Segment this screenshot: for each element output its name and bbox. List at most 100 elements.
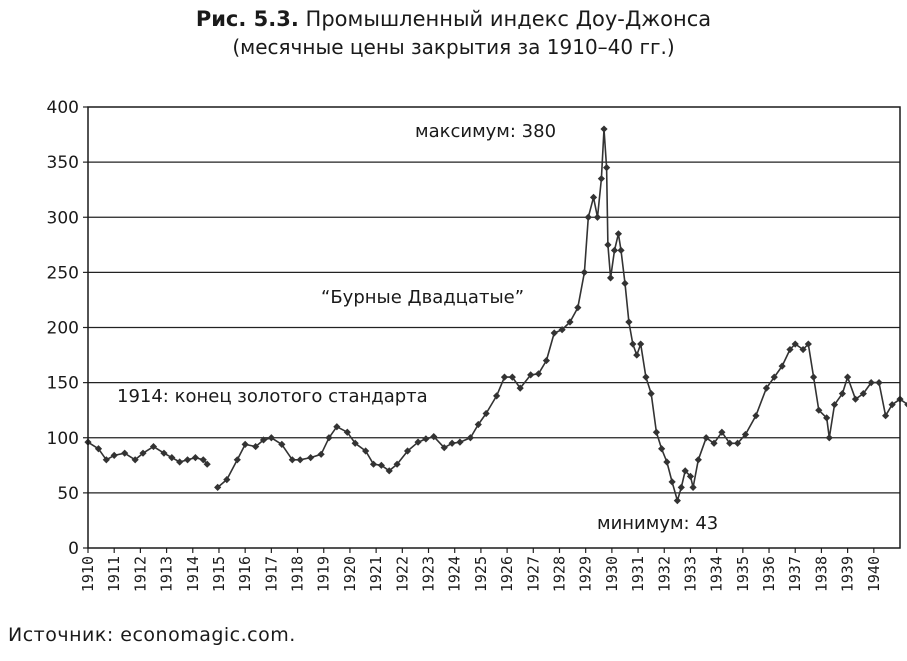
data-point-marker	[786, 345, 794, 354]
data-point-marker	[508, 373, 516, 381]
y-tick-label: 100	[47, 429, 79, 449]
data-point-marker	[652, 428, 660, 436]
x-tick-label: 1930	[603, 556, 621, 592]
data-point-marker	[422, 435, 430, 443]
data-point-marker	[663, 458, 671, 466]
series-line	[87, 128, 907, 502]
data-point-marker	[888, 401, 896, 409]
source-note: Источник: economagic.com.	[8, 624, 296, 646]
x-tick-label: 1928	[550, 556, 568, 592]
data-point-marker	[440, 444, 448, 452]
data-point-marker	[223, 476, 231, 484]
data-point-marker	[791, 340, 799, 348]
x-tick-label: 1910	[79, 556, 97, 592]
data-point-marker	[362, 447, 370, 455]
data-point-marker	[677, 483, 685, 491]
data-point-marker	[875, 379, 883, 387]
x-tick-label: 1935	[734, 556, 752, 592]
data-point-marker	[734, 439, 742, 447]
x-tick-label: 1912	[131, 556, 149, 592]
data-point-marker	[542, 356, 550, 365]
data-point-marker	[199, 456, 207, 464]
x-tick-label: 1929	[577, 556, 595, 592]
data-point-marker	[241, 440, 249, 448]
annotation-minimum: минимум: 43	[597, 513, 718, 534]
data-point-marker	[176, 458, 184, 466]
data-point-marker	[799, 345, 807, 354]
x-tick-label: 1917	[262, 556, 280, 592]
x-tick-label: 1938	[812, 556, 830, 592]
data-point-marker	[580, 268, 588, 276]
x-tick-label: 1919	[315, 556, 333, 592]
data-point-marker	[637, 340, 645, 348]
data-point-marker	[252, 442, 260, 451]
data-point-marker	[325, 434, 333, 442]
x-tick-label: 1922	[393, 556, 411, 592]
data-point-marker	[131, 456, 139, 464]
data-point-marker	[741, 430, 750, 439]
annotation-maximum: максимум: 380	[415, 121, 556, 142]
data-point-marker	[647, 390, 655, 398]
y-tick-label: 400	[47, 98, 79, 118]
x-tick-label: 1937	[786, 556, 804, 592]
data-point-marker	[214, 483, 222, 491]
data-point-marker	[558, 326, 566, 334]
data-point-marker	[702, 434, 710, 442]
x-tick-label: 1926	[498, 556, 516, 592]
x-tick-label: 1940	[865, 556, 883, 592]
y-axis-ticks: 0 50 100 150 200 250 300 350 400	[47, 98, 88, 559]
data-point-marker	[830, 401, 839, 409]
x-tick-label: 1933	[681, 556, 699, 592]
data-point-marker	[466, 434, 475, 442]
data-point-marker	[393, 460, 401, 468]
data-point-marker	[686, 472, 695, 480]
y-tick-label: 50	[57, 484, 79, 504]
data-point-marker	[809, 373, 818, 381]
x-tick-label: 1934	[708, 556, 726, 592]
data-point-marker	[726, 439, 734, 447]
data-point-marker	[625, 318, 633, 326]
data-point-marker	[867, 379, 875, 387]
data-point-marker	[718, 428, 726, 436]
data-point-marker	[673, 496, 681, 505]
data-point-marker	[689, 483, 697, 491]
data-point-marker	[110, 451, 118, 459]
data-point-marker	[584, 213, 592, 221]
data-point-marker	[762, 384, 771, 392]
data-point-marker	[516, 384, 524, 392]
data-point-marker	[589, 193, 598, 202]
x-tick-label: 1916	[236, 556, 254, 592]
y-tick-label: 350	[47, 153, 79, 173]
annotation-gold-standard: 1914: конец золотого стандарта	[117, 386, 428, 407]
data-point-marker	[614, 230, 623, 238]
data-point-marker	[183, 456, 192, 464]
y-tick-label: 200	[47, 319, 79, 339]
data-point-marker	[610, 246, 619, 254]
data-point-marker	[593, 213, 602, 221]
x-tick-label: 1931	[629, 556, 647, 592]
data-point-marker	[343, 428, 351, 436]
figure-title: Промышленный индекс Доу-Джонса	[305, 7, 712, 31]
data-point-marker	[904, 401, 907, 408]
data-point-marker	[259, 436, 268, 444]
data-point-marker	[288, 456, 296, 464]
x-tick-label: 1915	[210, 556, 228, 592]
data-point-marker	[369, 460, 378, 468]
data-point-marker	[333, 423, 341, 431]
data-point-marker	[804, 340, 812, 348]
x-tick-label: 1911	[105, 556, 123, 592]
data-point-marker	[317, 450, 325, 458]
data-point-marker	[534, 370, 543, 378]
data-point-marker	[233, 456, 241, 464]
data-point-marker	[574, 304, 582, 312]
x-tick-label: 1913	[158, 556, 176, 592]
annotation-roaring-twenties: “Бурные Двадцатые”	[321, 287, 524, 308]
x-tick-label: 1914	[184, 556, 202, 592]
data-point-marker	[844, 373, 852, 381]
data-point-marker	[597, 175, 605, 183]
data-point-marker	[668, 478, 676, 486]
data-point-marker	[191, 453, 199, 462]
data-point-marker	[351, 439, 359, 447]
data-point-marker	[859, 390, 867, 398]
